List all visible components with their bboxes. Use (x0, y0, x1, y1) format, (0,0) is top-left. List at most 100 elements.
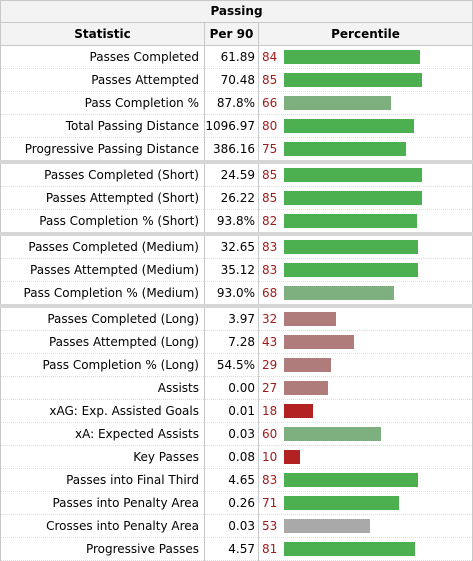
percentile-cell: 71 (258, 491, 473, 515)
per90-cell: 0.03 (204, 514, 259, 538)
percentile-value: 85 (262, 191, 278, 205)
percentile-bar (284, 73, 422, 87)
per90-cell: 7.28 (204, 330, 259, 354)
percentile-value: 84 (262, 50, 278, 64)
percentile-bar (284, 191, 422, 205)
table-row: Passes Completed (Long) 3.97 32 (0, 304, 473, 331)
percentile-cell: 75 (258, 137, 473, 163)
percentile-value: 32 (262, 312, 278, 326)
stat-name-cell: Pass Completion % (Medium) (0, 281, 205, 307)
column-header-percentile[interactable]: Percentile (258, 22, 473, 46)
per90-cell: 70.48 (204, 68, 259, 92)
table-row: Pass Completion % (Medium) 93.0% 68 (0, 281, 473, 307)
column-header-per90[interactable]: Per 90 (204, 22, 259, 46)
stat-name-cell: Passes Attempted (Short) (0, 186, 205, 210)
stat-name-cell: Pass Completion % (Long) (0, 353, 205, 377)
table-row: Passes Attempted (Short) 26.22 85 (0, 186, 473, 210)
percentile-bar (284, 519, 370, 533)
percentile-cell: 32 (258, 304, 473, 331)
percentile-cell: 43 (258, 330, 473, 354)
table-row: Passes Attempted 70.48 85 (0, 68, 473, 92)
table-row: Key Passes 0.08 10 (0, 445, 473, 469)
per90-cell: 32.65 (204, 232, 259, 259)
table-row: xAG: Exp. Assisted Goals 0.01 18 (0, 399, 473, 423)
percentile-bar (284, 542, 415, 556)
percentile-cell: 68 (258, 281, 473, 307)
percentile-bar (284, 240, 418, 254)
percentile-bar (284, 214, 417, 228)
percentile-bar (284, 96, 391, 110)
per90-cell: 4.65 (204, 468, 259, 492)
percentile-value: 68 (262, 286, 278, 300)
percentile-value: 10 (262, 450, 278, 464)
percentile-value: 29 (262, 358, 278, 372)
percentile-bar (284, 142, 406, 156)
percentile-bar (284, 119, 414, 133)
percentile-bar (284, 286, 394, 300)
percentile-value: 80 (262, 119, 278, 133)
stat-name-cell: xAG: Exp. Assisted Goals (0, 399, 205, 423)
percentile-bar (284, 168, 422, 182)
percentile-value: 66 (262, 96, 278, 110)
percentile-cell: 10 (258, 445, 473, 469)
percentile-cell: 18 (258, 399, 473, 423)
stat-name-cell: Pass Completion % (0, 91, 205, 115)
per90-cell: 1096.97 (204, 114, 259, 138)
column-header-statistic[interactable]: Statistic (0, 22, 205, 46)
stat-name-cell: Passes Completed (Medium) (0, 232, 205, 259)
per90-cell: 87.8% (204, 91, 259, 115)
percentile-value: 27 (262, 381, 278, 395)
table-row: Total Passing Distance 1096.97 80 (0, 114, 473, 138)
stat-name-cell: Crosses into Penalty Area (0, 514, 205, 538)
percentile-bar (284, 335, 354, 349)
percentile-cell: 81 (258, 537, 473, 561)
percentile-value: 60 (262, 427, 278, 441)
table-row: Progressive Passing Distance 386.16 75 (0, 137, 473, 163)
percentile-value: 83 (262, 240, 278, 254)
percentile-cell: 83 (258, 232, 473, 259)
table-row: Passes Attempted (Medium) 35.12 83 (0, 258, 473, 282)
table-body: Passes Completed 61.89 84 Passes Attempted 7… (0, 45, 473, 561)
stat-name-cell: Passes Completed (0, 45, 205, 69)
percentile-bar (284, 381, 328, 395)
percentile-value: 18 (262, 404, 278, 418)
percentile-bar (284, 404, 313, 418)
percentile-bar (284, 496, 399, 510)
percentile-cell: 66 (258, 91, 473, 115)
stat-name-cell: Progressive Passing Distance (0, 137, 205, 163)
per90-cell: 4.57 (204, 537, 259, 561)
percentile-bar (284, 427, 381, 441)
table-row: Passes into Final Third 4.65 83 (0, 468, 473, 492)
table-row: Passes Completed (Medium) 32.65 83 (0, 232, 473, 259)
stat-name-cell: Passes Completed (Long) (0, 304, 205, 331)
percentile-value: 43 (262, 335, 278, 349)
percentile-value: 85 (262, 168, 278, 182)
percentile-cell: 84 (258, 45, 473, 69)
table-row: Progressive Passes 4.57 81 (0, 537, 473, 561)
percentile-cell: 60 (258, 422, 473, 446)
percentile-value: 83 (262, 263, 278, 277)
table-row: Passes Completed (Short) 24.59 85 (0, 160, 473, 187)
stat-name-cell: Passes into Final Third (0, 468, 205, 492)
percentile-value: 81 (262, 542, 278, 556)
per90-cell: 26.22 (204, 186, 259, 210)
table-row: xA: Expected Assists 0.03 60 (0, 422, 473, 446)
per90-cell: 3.97 (204, 304, 259, 331)
stat-name-cell: Passes Attempted (Long) (0, 330, 205, 354)
percentile-cell: 83 (258, 468, 473, 492)
percentile-cell: 85 (258, 186, 473, 210)
stat-name-cell: Key Passes (0, 445, 205, 469)
table-row: Pass Completion % (Long) 54.5% 29 (0, 353, 473, 377)
table-row: Pass Completion % (Short) 93.8% 82 (0, 209, 473, 235)
percentile-value: 85 (262, 73, 278, 87)
per90-cell: 24.59 (204, 160, 259, 187)
percentile-bar (284, 312, 336, 326)
table-caption: Passing (0, 0, 473, 23)
percentile-bar (284, 50, 420, 64)
percentile-cell: 29 (258, 353, 473, 377)
per90-cell: 93.8% (204, 209, 259, 235)
percentile-value: 82 (262, 214, 278, 228)
per90-cell: 0.26 (204, 491, 259, 515)
percentile-cell: 83 (258, 258, 473, 282)
per90-cell: 386.16 (204, 137, 259, 163)
